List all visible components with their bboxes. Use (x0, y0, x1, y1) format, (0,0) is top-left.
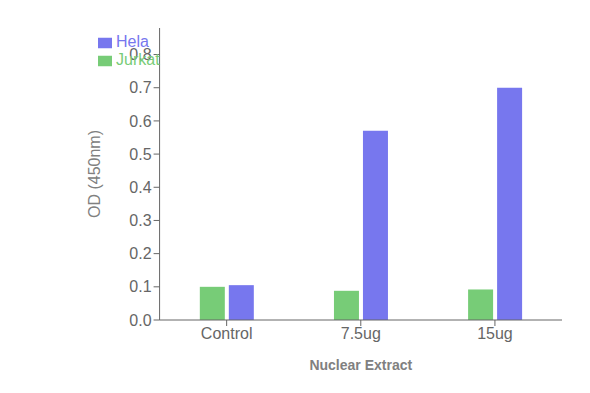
svg-text:7.5ug: 7.5ug (341, 325, 381, 342)
svg-text:0.2: 0.2 (129, 245, 151, 262)
svg-text:0.0: 0.0 (129, 312, 151, 329)
svg-text:0.3: 0.3 (129, 212, 151, 229)
svg-text:Control: Control (201, 325, 253, 342)
svg-text:OD (450nm): OD (450nm) (86, 130, 103, 218)
svg-text:0.6: 0.6 (129, 113, 151, 130)
svg-text:15ug: 15ug (477, 325, 513, 342)
svg-text:Nuclear Extract: Nuclear Extract (309, 357, 412, 373)
svg-text:0.1: 0.1 (129, 278, 151, 295)
svg-text:0.7: 0.7 (129, 79, 151, 96)
svg-text:0.4: 0.4 (129, 179, 151, 196)
svg-text:0.8: 0.8 (129, 46, 151, 63)
svg-text:0.5: 0.5 (129, 146, 151, 163)
